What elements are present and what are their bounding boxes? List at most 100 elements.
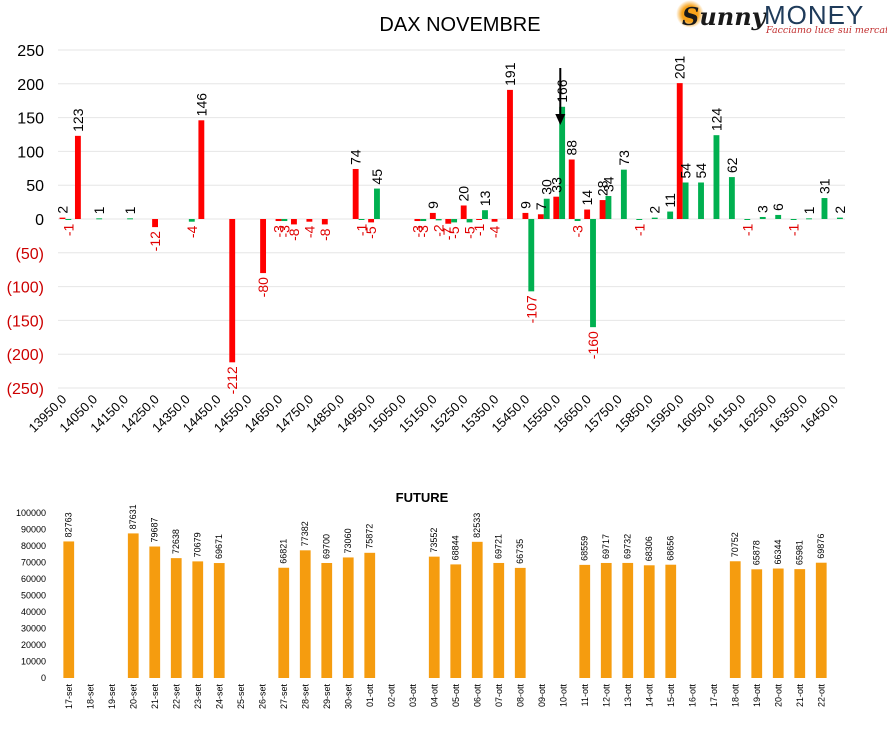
data-label: 54 — [678, 163, 694, 179]
future-bar — [321, 562, 333, 678]
y-tick-label: 50000 — [21, 591, 46, 601]
bar — [96, 218, 103, 220]
data-label: -4 — [487, 225, 503, 238]
future-bar — [450, 564, 462, 678]
x-tick-label: 20-set — [128, 684, 138, 710]
sun-icon — [676, 0, 704, 28]
future-bar — [729, 561, 741, 678]
data-label: 73 — [616, 150, 632, 166]
y-tick-label: 100 — [17, 144, 44, 161]
bar — [682, 182, 689, 219]
x-axis-ticks: 13950,014050,014150,014250,014350,014450… — [26, 392, 841, 436]
bar — [445, 219, 452, 224]
future-bar — [579, 564, 591, 678]
bar — [275, 219, 282, 222]
data-label: 1 — [122, 206, 138, 214]
data-label: 31 — [816, 178, 832, 194]
future-bar — [170, 558, 182, 678]
bar — [698, 182, 704, 219]
future-bar — [213, 563, 225, 678]
down-arrow-icon — [555, 68, 566, 125]
logo-script: Sunny — [682, 2, 766, 31]
future-data-label: 65981 — [795, 540, 805, 565]
x-tick-label: 18-set — [85, 684, 95, 710]
y-tick-label: 30000 — [21, 624, 46, 634]
data-label: 11 — [662, 193, 678, 208]
bar — [806, 218, 812, 220]
y-tick-label: 20000 — [21, 640, 46, 650]
bar — [229, 219, 236, 363]
future-bar — [149, 546, 161, 678]
x-tick-label: 05-ott — [451, 684, 461, 708]
x-tick-label: 18-ott — [730, 684, 740, 708]
future-bar — [622, 562, 634, 678]
future-bar — [643, 565, 655, 678]
bar — [636, 219, 643, 220]
x-tick-label: 22-set — [171, 684, 181, 710]
bar — [605, 196, 612, 219]
data-label: -4 — [301, 225, 317, 238]
future-data-label: 69732 — [623, 534, 633, 559]
bar — [420, 219, 427, 222]
data-label: 1 — [801, 206, 817, 214]
x-tick-label: 22-ott — [816, 684, 826, 708]
y-tick-label: 200 — [17, 77, 44, 94]
data-label: 2 — [54, 206, 70, 214]
bar — [482, 210, 488, 219]
future-bar — [772, 568, 784, 678]
future-bar — [342, 557, 354, 678]
data-label: 7 — [533, 202, 549, 210]
bar — [188, 219, 195, 222]
x-tick-label: 14-ott — [644, 684, 654, 708]
future-data-label: 70752 — [730, 532, 740, 557]
bar — [620, 169, 627, 219]
x-tick-label: 19-ott — [752, 684, 762, 708]
x-tick-label: 28-set — [300, 684, 310, 710]
x-tick-label: 13-ott — [623, 684, 633, 708]
data-label: 1 — [91, 206, 107, 214]
data-label: -3 — [415, 225, 431, 238]
data-label: 123 — [70, 108, 86, 132]
future-data-label: 66735 — [515, 539, 525, 564]
data-label: -107 — [523, 295, 539, 323]
x-tick-label: 02-ott — [386, 684, 396, 708]
data-label: 124 — [708, 108, 724, 132]
future-data-label: 82533 — [472, 513, 482, 538]
data-label: -5 — [363, 226, 379, 239]
data-label: 3 — [755, 205, 771, 213]
x-tick-label: 17-ott — [709, 684, 719, 708]
x-tick-label: 21-ott — [795, 684, 805, 708]
y-tick-label: (100) — [7, 280, 44, 297]
x-tick-label: 10-ott — [558, 684, 568, 708]
y-tick-label: (50) — [16, 246, 44, 263]
data-label: -1 — [354, 223, 370, 236]
bar — [306, 219, 313, 222]
dax-options-chart: DAX NOVEMBRE 250 200 150 100 50 0 (50) (100) (15… — [7, 14, 848, 436]
data-label: 20 — [456, 186, 472, 202]
future-bar — [192, 561, 204, 678]
future-data-label: 75872 — [365, 524, 375, 549]
future-data-labels: 82763 87631 79687 72638 70679 69671 66821 77382… — [64, 504, 827, 565]
sunny-money-logo: Sunny MONEY Facciamo luce sui mercati — [676, 0, 887, 40]
bar — [507, 89, 513, 219]
bar — [127, 218, 133, 220]
bar — [435, 219, 442, 221]
x-tick-label: 30-set — [343, 684, 353, 710]
future-data-label: 73552 — [429, 528, 439, 553]
y-tick-label: 10000 — [21, 657, 46, 667]
data-label: -3 — [409, 225, 425, 238]
bar — [590, 219, 596, 328]
bar — [651, 217, 658, 219]
data-label: 45 — [369, 169, 385, 185]
future-x-axis-ticks: 17-set 18-set 19-set 20-set 21-set 22-set 23-s… — [64, 684, 827, 710]
future-bar — [63, 541, 75, 678]
data-label: -80 — [255, 277, 271, 297]
future-data-label: 68306 — [644, 536, 654, 561]
x-tick-label: 17-set — [64, 684, 74, 710]
bar — [553, 196, 560, 219]
bar — [491, 219, 498, 222]
bar — [368, 219, 375, 223]
future-bars — [63, 533, 827, 678]
bar — [414, 219, 421, 222]
